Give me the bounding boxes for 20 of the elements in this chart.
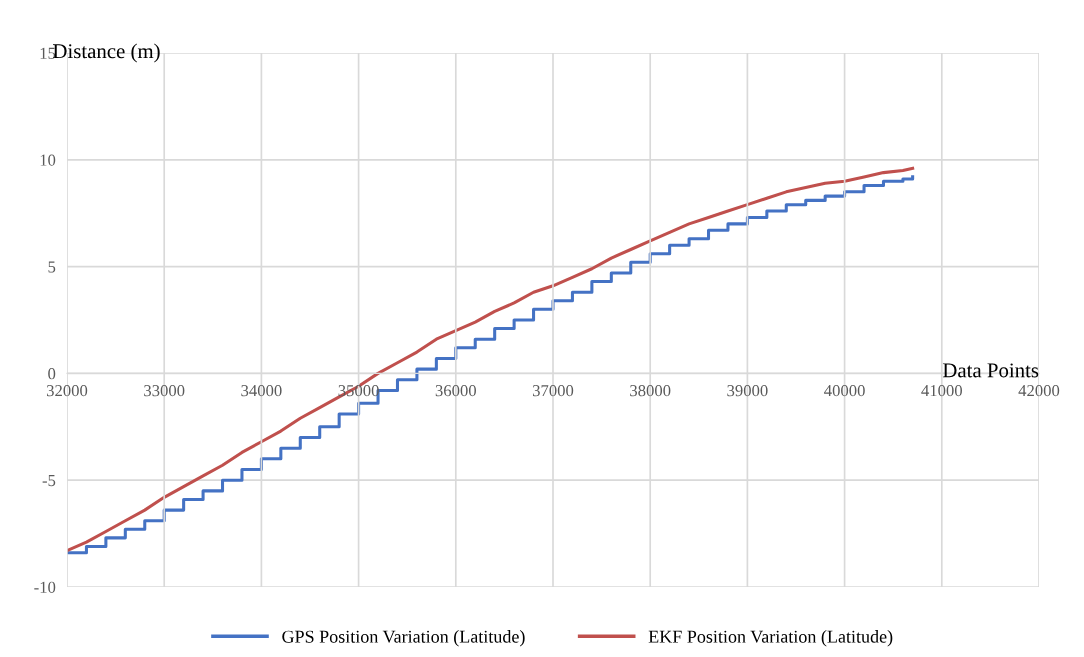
y-tick-label: 0 [48,368,56,380]
x-tick-label: 39000 [727,384,768,397]
x-tick-label: 38000 [630,384,671,397]
x-tick-label: 41000 [921,384,962,397]
x-tick-label: 42000 [1018,384,1060,397]
x-tick-label: 37000 [532,384,574,397]
y-tick-label: 15 [40,47,56,59]
x-tick-label: 40000 [824,384,865,397]
x-tick-label: 34000 [241,384,282,397]
y-tick-label: -10 [34,581,56,593]
y-tick-label: 10 [40,154,56,166]
legend-label: EKF Position Variation (Latitude) [648,630,893,647]
x-tick-label: 33000 [144,384,185,397]
x-axis-title: Data Points [942,363,1039,378]
y-axis-title: Distance (m) [53,43,160,63]
x-tick-label: 32000 [46,384,88,397]
legend-label: GPS Position Variation (Latitude) [282,630,525,647]
y-tick-label: -5 [42,475,56,487]
x-tick-label: 36000 [435,384,476,397]
y-tick-label: 5 [48,261,56,273]
